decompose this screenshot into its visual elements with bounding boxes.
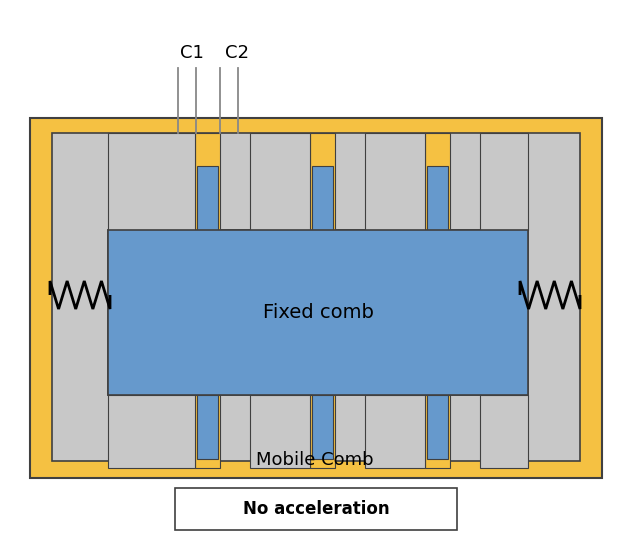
Bar [310,395,335,468]
Text: Fixed comb: Fixed comb [263,302,374,321]
Bar [195,133,220,230]
Bar [425,395,450,468]
Bar [365,395,425,468]
Bar [312,166,333,230]
Bar [480,133,528,230]
Bar [30,118,602,478]
Text: Mobile Comb: Mobile Comb [256,451,374,469]
Bar [108,230,528,395]
Bar [310,133,335,230]
Bar [250,133,310,230]
Bar [197,166,218,230]
Bar [427,395,448,459]
Bar [108,395,195,468]
Bar [480,395,528,468]
Text: No acceleration: No acceleration [243,500,389,518]
Text: C2: C2 [225,44,249,62]
Bar [250,395,310,468]
Bar [175,488,457,530]
Bar [108,230,528,395]
Bar [197,395,218,459]
Bar [427,166,448,230]
Bar [108,133,195,230]
Bar [425,133,450,230]
Bar [195,395,220,468]
Bar [365,133,425,230]
Bar [312,395,333,459]
Bar [52,133,580,461]
Text: C1: C1 [180,44,204,62]
